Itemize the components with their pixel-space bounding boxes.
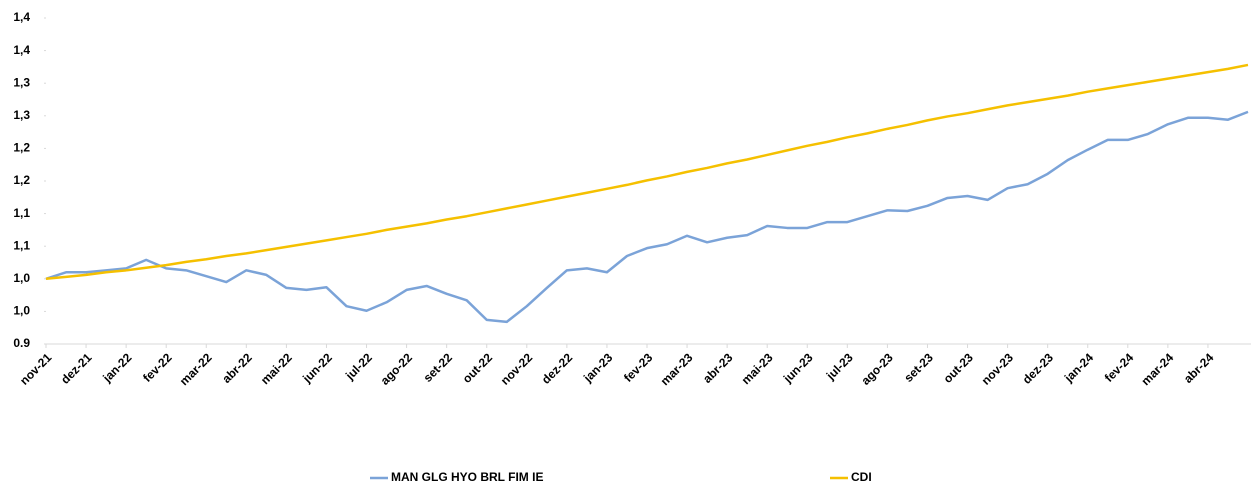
y-tick-label: 1,2 [13, 141, 30, 155]
x-tick-label: nov-21 [17, 350, 54, 387]
y-tick-label: 1,2 [13, 173, 30, 187]
x-tick-label: fev-23 [621, 350, 656, 385]
series-line [45, 63, 1249, 281]
y-tick-label: 1,1 [13, 238, 30, 252]
x-tick-label: jan-22 [99, 350, 134, 385]
y-tick-label: 1,4 [13, 10, 30, 24]
y-tick-label: 1,0 [13, 271, 30, 285]
x-tick-label: abr-23 [700, 350, 736, 386]
y-tick-label: 0.9 [13, 336, 30, 350]
x-tick-label: mar-23 [658, 350, 696, 388]
x-tick-label: ago-23 [859, 350, 896, 387]
x-tick-label: out-22 [460, 350, 496, 386]
x-tick-label: set-23 [901, 350, 936, 385]
x-tick-label: set-22 [421, 350, 456, 385]
x-tick-label: mai-22 [258, 350, 295, 387]
x-tick-label: jan-24 [1061, 350, 1096, 385]
x-tick-label: mai-23 [739, 350, 776, 387]
y-tick-label: 1,3 [13, 108, 30, 122]
x-tick-label: dez-23 [1020, 350, 1057, 387]
legend-label: MAN GLG HYO BRL FIM IE [391, 470, 543, 484]
x-tick-label: ago-22 [378, 350, 415, 387]
y-tick-label: 1,3 [13, 75, 30, 89]
x-tick-label: nov-23 [979, 350, 1016, 387]
x-tick-label: abr-24 [1181, 350, 1217, 386]
x-tick-label: dez-21 [58, 350, 95, 387]
series-line [45, 110, 1249, 324]
x-tick-label: jul-22 [342, 350, 375, 383]
x-tick-label: jan-23 [580, 350, 615, 385]
x-tick-label: abr-22 [219, 350, 255, 386]
x-tick-label: jul-23 [823, 350, 856, 383]
y-tick-label: 1,4 [13, 43, 30, 57]
x-tick-label: jun-22 [299, 350, 335, 386]
x-tick-label: jun-23 [780, 350, 816, 386]
x-tick-label: mar-24 [1139, 350, 1177, 388]
x-tick-label: nov-22 [498, 350, 535, 387]
y-tick-label: 1,1 [13, 206, 30, 220]
x-tick-label: dez-22 [539, 350, 576, 387]
x-tick-label: mar-22 [177, 350, 215, 388]
y-tick-label: 1,0 [13, 304, 30, 318]
x-tick-label: fev-22 [140, 350, 175, 385]
legend-label: CDI [851, 470, 872, 484]
x-tick-label: fev-24 [1102, 350, 1137, 385]
x-tick-label: out-23 [941, 350, 977, 386]
